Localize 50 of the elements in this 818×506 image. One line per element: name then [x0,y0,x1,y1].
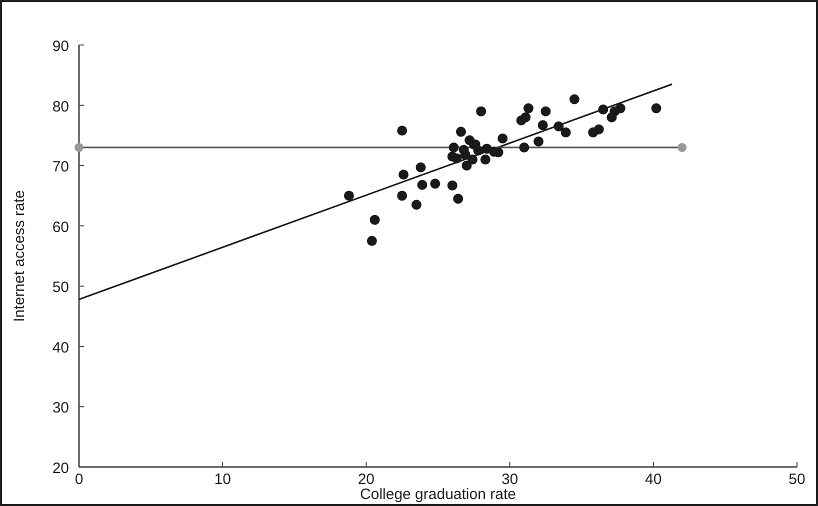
x-tick-label: 10 [214,471,231,488]
point [397,126,408,136]
point [462,160,472,171]
y-tick-label: 30 [52,400,69,417]
x-axis-title: College graduation rate [360,486,516,503]
point [594,124,604,134]
point [598,104,608,115]
point [447,180,458,190]
point [417,180,428,190]
point [366,236,377,246]
point [651,103,662,114]
x-tick-label: 20 [358,471,375,488]
y-tick-label: 40 [52,339,69,356]
point [480,154,490,165]
point [344,190,354,201]
point [448,142,459,152]
point [460,150,470,160]
point [416,162,426,172]
point [498,133,508,144]
y-tick-label: 20 [52,460,69,477]
x-tick-label: 40 [645,471,662,488]
y-tick-label: 90 [52,38,69,55]
y-tick-label: 50 [52,279,69,296]
point [540,106,551,116]
point [398,170,409,180]
point [534,136,544,146]
point [452,153,462,164]
point [430,178,440,189]
point [538,120,548,130]
point [397,190,408,201]
y-tick-label: 80 [52,98,69,116]
point [554,121,564,132]
point [520,112,531,122]
y-axis-title: Internet access rate [11,190,28,322]
x-tick-label: 0 [74,471,84,488]
point [411,200,422,210]
point [569,94,580,104]
point [519,142,530,152]
point [453,194,464,204]
point [615,103,626,114]
point [476,106,486,116]
point [467,154,478,165]
y-tick-label: 60 [52,218,69,236]
y-tick-label: 70 [52,158,69,176]
point [370,214,380,225]
point [560,127,571,138]
x-tick-label: 30 [501,471,518,488]
point [523,103,534,114]
x-tick-label: 50 [788,471,806,488]
point [456,126,466,137]
